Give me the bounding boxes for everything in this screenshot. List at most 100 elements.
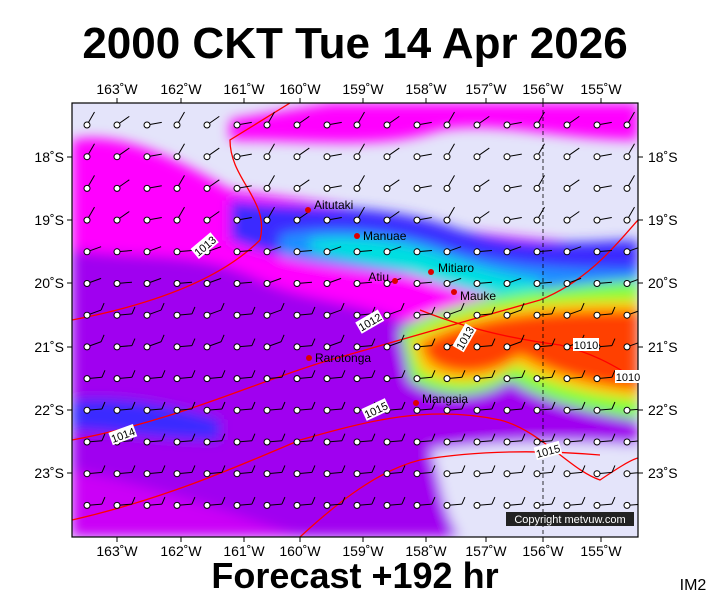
wind-station: [293, 406, 301, 414]
wind-station: [113, 343, 121, 351]
wind-barb: [371, 465, 376, 473]
wind-station: [473, 406, 481, 414]
wind-station: [353, 248, 361, 256]
isobar-label-text: 1010: [616, 372, 640, 384]
wind-station: [173, 501, 181, 509]
wind-station: [203, 311, 211, 319]
wind-station: [593, 375, 601, 383]
pressure-field: [72, 103, 645, 537]
wind-station: [263, 311, 271, 319]
wind-station: [383, 280, 391, 287]
wind-station: [173, 184, 181, 192]
wind-barb: [191, 496, 196, 505]
wind-station: [173, 153, 181, 161]
wind-station: [533, 184, 541, 192]
wind-station: [443, 406, 451, 414]
isobar-label-box: [361, 398, 391, 421]
wind-barb: [611, 465, 616, 473]
wind-station: [263, 470, 271, 478]
wind-station: [533, 280, 541, 287]
wind-barb: [491, 370, 496, 378]
wind-station: [443, 184, 451, 192]
wind-station: [623, 184, 631, 192]
wind-barb: [371, 338, 376, 346]
wind-station: [173, 343, 181, 351]
wind-station: [623, 311, 631, 319]
wind-station: [563, 311, 571, 319]
wind-station: [503, 375, 511, 383]
wind-station: [383, 121, 391, 129]
wind-station: [503, 438, 511, 446]
wind-barb: [431, 306, 436, 315]
wind-barb: [551, 433, 556, 441]
wind-barb: [131, 465, 136, 473]
wind-station: [113, 216, 121, 224]
wind-station: [353, 280, 361, 287]
wind-station: [503, 501, 511, 509]
wind-station: [233, 280, 241, 287]
wind-barb: [191, 338, 196, 346]
wind-station: [563, 248, 571, 256]
wind-barb: [551, 306, 556, 315]
wind-station: [473, 438, 481, 446]
wind-station: [413, 375, 421, 383]
wind-barb: [460, 302, 465, 311]
wind-station: [533, 311, 541, 319]
wind-barb: [642, 402, 645, 409]
wind-barb: [431, 465, 436, 473]
wind-station: [383, 501, 391, 509]
place-label: Rarotonga: [315, 351, 371, 365]
wind-barb: [641, 335, 644, 342]
wind-station: [353, 501, 361, 509]
wind-station: [383, 216, 391, 224]
wind-station: [323, 375, 331, 383]
wind-station: [143, 406, 151, 414]
wind-station: [563, 470, 571, 478]
lon-label: 163˚W: [96, 543, 138, 559]
wind-station: [233, 501, 241, 509]
wind-station: [113, 501, 121, 509]
wind-station: [173, 248, 181, 256]
wind-barb: [251, 465, 256, 473]
lon-label: 160˚W: [279, 543, 321, 559]
wind-station: [83, 153, 91, 161]
wind-station: [293, 184, 301, 192]
wind-barb: [461, 496, 466, 505]
lon-label: 157˚W: [465, 81, 507, 97]
wind-station: [173, 121, 181, 129]
wind-barb: [371, 370, 376, 378]
wind-barb: [431, 370, 436, 378]
wind-barb: [401, 401, 406, 410]
wind-station: [563, 153, 571, 161]
wind-barb: [551, 338, 556, 346]
lon-label: 157˚W: [465, 543, 507, 559]
wind-barb: [340, 302, 345, 311]
wind-station: [533, 121, 541, 129]
wind-barb: [611, 401, 616, 410]
wind-station: [323, 343, 331, 351]
wind-station: [593, 184, 601, 192]
wind-station: [503, 248, 511, 256]
wind-station: [143, 501, 151, 509]
wind-station: [263, 438, 271, 446]
wind-barb: [221, 433, 226, 441]
wind-station: [263, 343, 271, 351]
isobar-label: 1010: [573, 338, 599, 352]
wind-barb: [281, 370, 286, 378]
wind-station: [203, 280, 211, 287]
wind-barb: [311, 496, 316, 505]
wind-barb: [161, 465, 166, 473]
wind-station: [443, 216, 451, 224]
wind-station: [623, 438, 631, 446]
lon-label: 156˚W: [522, 81, 564, 97]
wind-station: [413, 280, 421, 287]
wind-station: [83, 216, 91, 224]
wind-station: [353, 438, 361, 446]
wind-station: [143, 216, 151, 224]
wind-station: [473, 280, 481, 287]
wind-station: [293, 375, 301, 383]
wind-station: [473, 470, 481, 478]
lon-label: 159˚W: [342, 81, 384, 97]
wind-station: [143, 153, 151, 161]
wind-barb: [431, 401, 436, 410]
